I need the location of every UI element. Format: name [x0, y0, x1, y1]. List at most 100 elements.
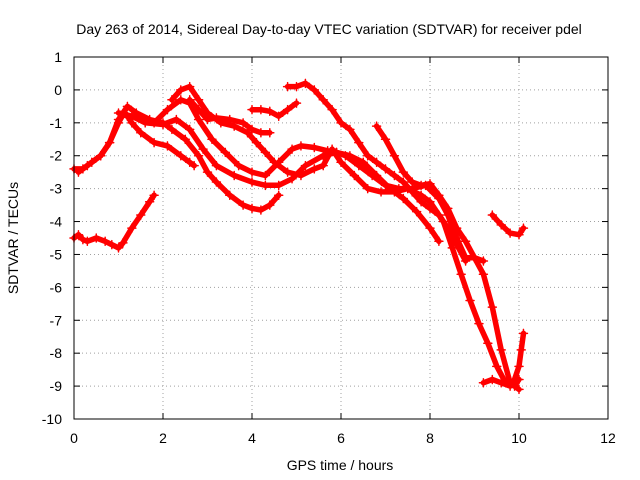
x-axis-title: GPS time / hours — [287, 457, 394, 473]
y-tick-label: -9 — [50, 378, 63, 394]
data-point — [492, 361, 502, 372]
data-point — [136, 127, 146, 138]
data-point — [184, 81, 195, 92]
data-point — [300, 160, 311, 171]
data-point — [260, 170, 271, 181]
y-tick-label: -2 — [50, 148, 63, 164]
data-point — [487, 302, 498, 312]
series-arc-9 — [282, 78, 471, 266]
data-point — [460, 256, 471, 266]
y-tick-label: 1 — [54, 49, 62, 65]
data-point — [376, 187, 386, 197]
axis-ticks — [73, 56, 609, 420]
data-point — [505, 228, 515, 238]
grid-lines — [74, 57, 608, 419]
x-tick-label: 12 — [600, 430, 616, 446]
y-tick-label: -8 — [50, 345, 63, 361]
data-point — [296, 170, 306, 181]
data-point — [149, 118, 159, 128]
y-tick-label: -10 — [42, 411, 62, 427]
data-point — [496, 345, 506, 355]
data-point — [451, 223, 462, 233]
data-point — [309, 164, 320, 174]
data-point — [149, 190, 159, 200]
data-point — [95, 150, 106, 161]
data-point — [73, 229, 84, 240]
data-point — [354, 137, 364, 148]
data-point — [247, 167, 257, 177]
data-point — [282, 167, 293, 177]
data-point — [389, 150, 400, 161]
data-point — [256, 104, 266, 115]
series-arc-10 — [371, 121, 524, 395]
data-point — [265, 127, 275, 138]
data-point — [238, 118, 248, 128]
data-point — [514, 384, 524, 395]
data-point — [389, 170, 400, 181]
data-point — [176, 95, 186, 105]
data-point — [162, 104, 173, 115]
y-tick-label: -5 — [50, 246, 63, 262]
y-tick-label: 0 — [54, 82, 62, 98]
data-point — [238, 200, 248, 210]
data-point — [318, 95, 328, 105]
data-point — [389, 187, 400, 197]
data-point — [518, 328, 529, 339]
data-point — [425, 178, 435, 189]
data-point — [184, 95, 195, 105]
data-point — [345, 124, 355, 135]
data-point — [100, 236, 110, 247]
data-point — [509, 374, 520, 385]
data-point — [136, 210, 146, 220]
data-point — [211, 160, 222, 171]
data-point — [416, 197, 426, 207]
data-point — [282, 104, 293, 115]
series-arc-6 — [167, 81, 524, 391]
data-point — [483, 338, 493, 349]
data-point — [247, 203, 257, 214]
data-point — [309, 85, 320, 95]
data-point — [73, 167, 84, 177]
data-point — [260, 147, 271, 158]
data-point — [104, 137, 115, 148]
data-point — [176, 85, 186, 95]
data-point — [434, 210, 444, 220]
y-tick-labels: 1 0 -1 -2 -3 -4 -5 -6 -7 -8 -9 -10 — [42, 49, 62, 427]
data-point — [287, 144, 297, 154]
data-point — [158, 119, 168, 130]
data-point — [247, 124, 257, 135]
data-point — [198, 144, 208, 154]
data-point — [91, 233, 101, 243]
data-point — [309, 142, 320, 153]
data-point — [193, 95, 204, 105]
data-point — [118, 238, 128, 248]
data-point — [189, 160, 199, 171]
data-point — [336, 157, 346, 168]
y-tick-label: -6 — [50, 279, 63, 295]
x-tick-label: 10 — [511, 430, 527, 446]
data-point — [265, 200, 275, 210]
data-point — [514, 229, 524, 240]
data-point — [184, 157, 195, 168]
data-point — [273, 190, 284, 200]
data-point — [443, 223, 453, 233]
data-point — [327, 144, 337, 154]
data-point — [291, 81, 302, 92]
data-point — [354, 160, 364, 171]
y-tick-label: -4 — [50, 214, 63, 230]
x-tick-label: 2 — [159, 430, 167, 446]
y-tick-label: -3 — [50, 181, 63, 197]
data-point — [407, 187, 417, 197]
data-point — [425, 203, 435, 214]
data-point — [516, 345, 526, 355]
data-point — [434, 190, 444, 200]
data-point — [465, 295, 475, 306]
data-point — [176, 150, 186, 161]
data-point — [411, 206, 422, 217]
x-tick-label: 6 — [337, 430, 345, 446]
y-tick-label: -7 — [50, 312, 63, 328]
data-point — [496, 220, 506, 230]
data-point — [233, 160, 244, 171]
data-point — [367, 170, 377, 181]
data-point — [167, 124, 177, 135]
